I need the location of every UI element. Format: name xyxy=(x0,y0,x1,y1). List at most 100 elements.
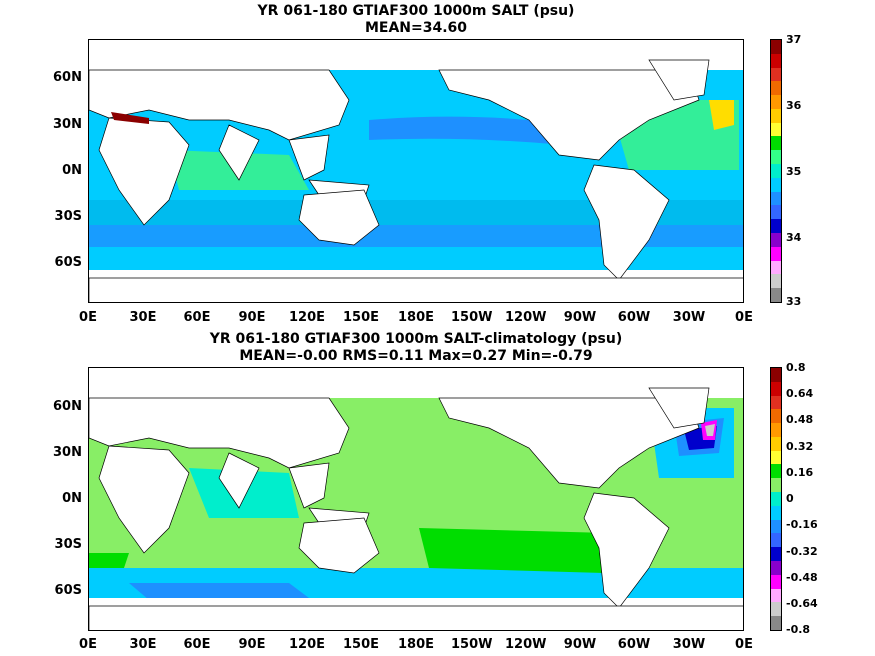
colorbar-segment xyxy=(771,136,781,151)
top-lon-label: 120W xyxy=(505,310,547,325)
bottom-lon-label: 90W xyxy=(563,637,597,652)
bottom-colorbar-label: 0.8 xyxy=(786,361,806,374)
bottom-lat-label-60s: 60S xyxy=(54,583,82,598)
top-colorbar-label: 34 xyxy=(786,231,802,244)
colorbar-segment xyxy=(771,53,781,68)
colorbar-segment xyxy=(771,436,781,451)
bottom-colorbar-label: -0.48 xyxy=(786,571,818,584)
colorbar-segment xyxy=(771,409,781,424)
top-title-line2: MEAN=34.60 xyxy=(364,20,468,36)
colorbar-segment xyxy=(771,67,781,82)
bottom-lat-label-0n: 0N xyxy=(62,491,82,506)
bottom-lon-label: 90E xyxy=(238,637,266,652)
top-lat-label-30s: 30S xyxy=(54,209,82,224)
top-colorbar-label: 33 xyxy=(786,295,802,308)
colorbar-segment xyxy=(771,368,781,382)
colorbar-segment xyxy=(771,381,781,396)
top-colorbar-label: 37 xyxy=(786,33,802,46)
bottom-lon-label: 180E xyxy=(397,637,435,652)
top-lon-label: 180E xyxy=(397,310,435,325)
top-lon-label: 90W xyxy=(563,310,597,325)
colorbar-segment xyxy=(771,574,781,589)
colorbar-segment xyxy=(771,260,781,275)
bottom-lon-label: 0E xyxy=(735,637,753,652)
top-lon-label: 30W xyxy=(672,310,706,325)
bottom-lon-label: 30W xyxy=(672,637,706,652)
colorbar-segment xyxy=(771,232,781,247)
top-map-panel xyxy=(88,39,744,303)
bottom-map-svg xyxy=(89,368,743,630)
bottom-lat-label-60n: 60N xyxy=(53,399,82,414)
colorbar-segment xyxy=(771,519,781,534)
bottom-colorbar-label: -0.8 xyxy=(786,623,811,636)
bottom-map-panel xyxy=(88,367,744,631)
top-lon-label: 60E xyxy=(183,310,211,325)
colorbar-segment xyxy=(771,547,781,561)
colorbar-segment xyxy=(771,533,781,548)
bottom-colorbar-label: 0.32 xyxy=(786,440,814,453)
top-colorbar-label: 36 xyxy=(786,99,802,112)
top-colorbar-label: 35 xyxy=(786,165,802,178)
bottom-lon-label: 150W xyxy=(451,637,493,652)
colorbar-segment xyxy=(771,81,781,96)
colorbar-segment xyxy=(771,395,781,410)
bottom-colorbar-label: 0.64 xyxy=(786,387,814,400)
top-lat-label-60s: 60S xyxy=(54,255,82,270)
bottom-lon-label: 60E xyxy=(183,637,211,652)
top-lon-label: 120E xyxy=(288,310,326,325)
bottom-colorbar-label: -0.16 xyxy=(786,518,818,531)
colorbar-segment xyxy=(771,108,781,123)
bottom-lon-label: 120W xyxy=(505,637,547,652)
top-lon-label: 0E xyxy=(735,310,753,325)
colorbar-segment xyxy=(771,246,781,261)
bottom-lon-label: 120E xyxy=(288,637,326,652)
bottom-lat-label-30n: 30N xyxy=(53,445,82,460)
top-lon-label: 60W xyxy=(617,310,651,325)
colorbar-segment xyxy=(771,288,781,302)
colorbar-segment xyxy=(771,423,781,437)
bottom-lon-label: 60W xyxy=(617,637,651,652)
bottom-colorbar-label: -0.64 xyxy=(786,597,818,610)
top-lon-label: 150W xyxy=(451,310,493,325)
bottom-colorbar-label: 0.16 xyxy=(786,466,814,479)
colorbar-segment xyxy=(771,205,781,220)
top-lat-label-60n: 60N xyxy=(53,70,82,85)
colorbar-segment xyxy=(771,602,781,617)
colorbar-segment xyxy=(771,478,781,493)
colorbar-segment xyxy=(771,464,781,479)
bottom-title-line2: MEAN=-0.00 RMS=0.11 Max=0.27 Min=-0.79 xyxy=(239,348,593,364)
colorbar-segment xyxy=(771,219,781,233)
top-title-line1: YR 061-180 GTIAF300 1000m SALT (psu) xyxy=(257,3,575,19)
top-lon-label: 150E xyxy=(342,310,380,325)
colorbar-segment xyxy=(771,492,781,506)
bottom-colorbar-label: 0.48 xyxy=(786,413,814,426)
colorbar-segment xyxy=(771,274,781,289)
top-lat-label-30n: 30N xyxy=(53,117,82,132)
colorbar-segment xyxy=(771,191,781,206)
bottom-lon-label: 30E xyxy=(129,637,157,652)
bottom-lat-label-30s: 30S xyxy=(54,537,82,552)
top-lat-label-0n: 0N xyxy=(62,163,82,178)
colorbar-segment xyxy=(771,164,781,178)
colorbar-segment xyxy=(771,616,781,630)
top-map-svg xyxy=(89,40,743,302)
colorbar-segment xyxy=(771,588,781,603)
top-lon-label: 30E xyxy=(129,310,157,325)
top-colorbar xyxy=(770,39,782,303)
colorbar-segment xyxy=(771,177,781,192)
bottom-lon-label: 0E xyxy=(79,637,97,652)
colorbar-segment xyxy=(771,40,781,54)
bottom-title-line1: YR 061-180 GTIAF300 1000m SALT-climatolo… xyxy=(209,331,623,347)
top-lon-label: 0E xyxy=(79,310,97,325)
bottom-lon-label: 150E xyxy=(342,637,380,652)
bottom-colorbar-label: -0.32 xyxy=(786,545,818,558)
colorbar-segment xyxy=(771,150,781,165)
colorbar-segment xyxy=(771,505,781,520)
colorbar-segment xyxy=(771,560,781,575)
bottom-colorbar xyxy=(770,367,782,631)
bottom-colorbar-label: 0 xyxy=(786,492,794,505)
colorbar-segment xyxy=(771,122,781,137)
top-lon-label: 90E xyxy=(238,310,266,325)
colorbar-segment xyxy=(771,95,781,109)
colorbar-segment xyxy=(771,450,781,465)
